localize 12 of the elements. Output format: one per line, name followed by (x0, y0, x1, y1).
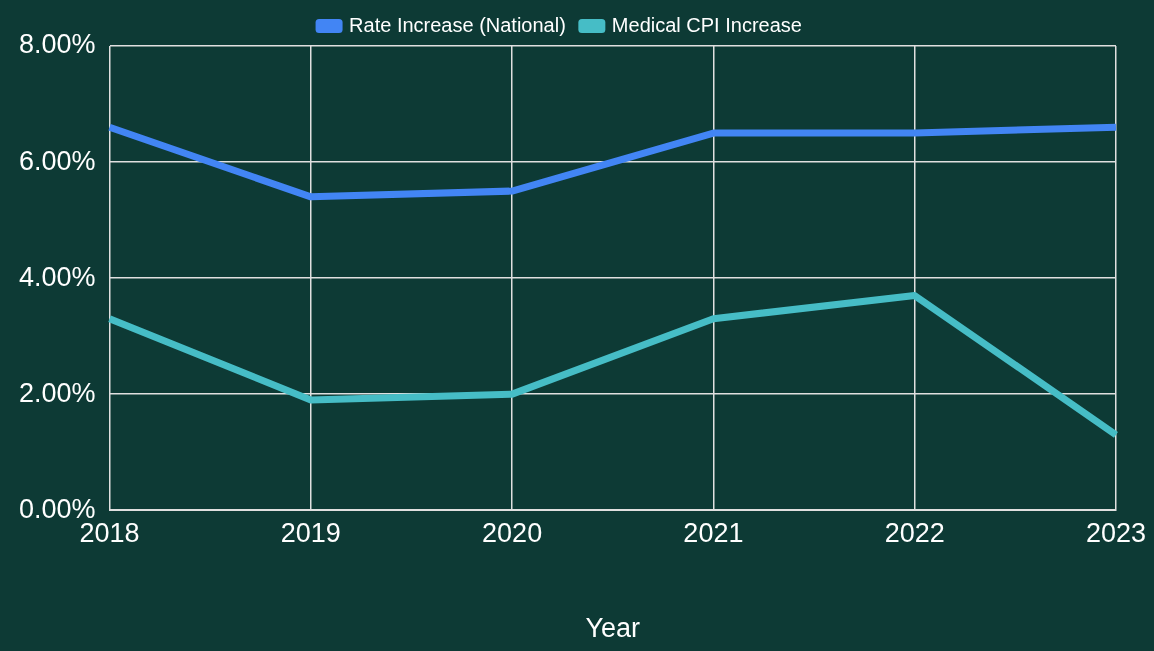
legend-label: Medical CPI Increase (611, 13, 802, 36)
y-tick-label: 8.00% (18, 29, 96, 60)
y-tick-label: 4.00% (18, 261, 96, 292)
y-tick-label: 6.00% (18, 145, 96, 176)
x-axis-title: Year (585, 613, 641, 644)
legend-label: Rate Increase (National) (349, 13, 566, 36)
y-tick-label: 2.00% (18, 377, 96, 408)
x-tick-label: 2019 (280, 517, 341, 548)
x-tick-label: 2021 (683, 517, 744, 548)
x-tick-label: 2020 (482, 517, 543, 548)
x-tick-label: 2022 (884, 517, 945, 548)
x-tick-label: 2023 (1085, 517, 1147, 548)
